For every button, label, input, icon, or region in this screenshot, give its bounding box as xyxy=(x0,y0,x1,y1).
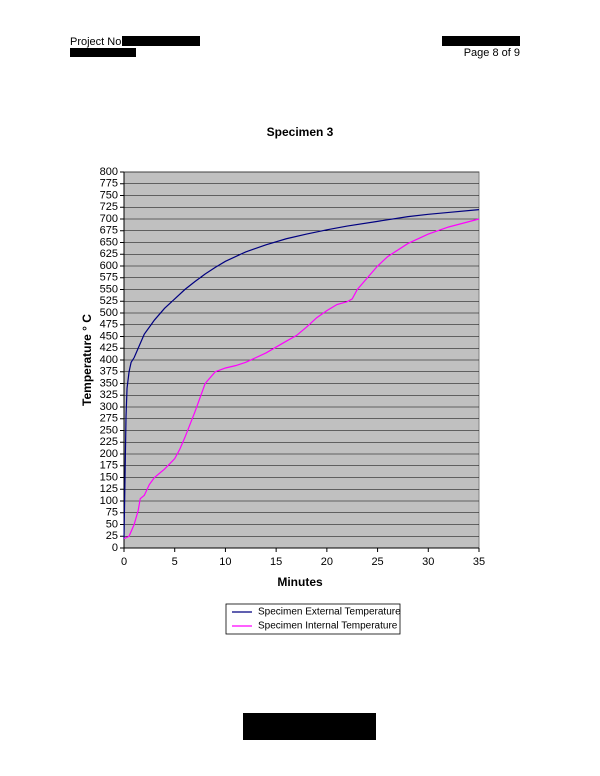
y-tick-label: 50 xyxy=(106,518,118,530)
y-tick-label: 125 xyxy=(100,483,118,495)
x-tick-label: 20 xyxy=(321,556,333,568)
legend-box xyxy=(225,603,401,635)
y-tick-label: 225 xyxy=(100,436,118,448)
y-tick-label: 250 xyxy=(100,424,118,436)
y-tick-label: 175 xyxy=(100,460,118,472)
x-tick-label: 5 xyxy=(172,556,178,568)
x-tick-label: 25 xyxy=(371,556,383,568)
y-tick-label: 200 xyxy=(100,448,118,460)
x-tick-label: 0 xyxy=(121,556,127,568)
y-tick-label: 725 xyxy=(100,201,118,213)
y-tick-label: 0 xyxy=(112,542,118,554)
page-number: Page 8 of 9 xyxy=(464,47,520,59)
y-tick-label: 450 xyxy=(100,330,118,342)
y-tick-label: 625 xyxy=(100,248,118,260)
y-axis-label: Temperature ° C xyxy=(80,314,94,406)
y-tick-label: 75 xyxy=(106,507,118,519)
y-tick-label: 275 xyxy=(100,413,118,425)
y-tick-label: 150 xyxy=(100,471,118,483)
redaction xyxy=(243,713,376,740)
series-line xyxy=(123,209,480,539)
y-tick-label: 700 xyxy=(100,213,118,225)
y-tick-label: 475 xyxy=(100,319,118,331)
y-tick-label: 400 xyxy=(100,354,118,366)
legend-label: Specimen Internal Temperature xyxy=(258,621,398,632)
legend-label: Specimen External Temperature xyxy=(258,607,401,618)
x-tick-label: 10 xyxy=(219,556,231,568)
y-tick-label: 525 xyxy=(100,295,118,307)
y-tick-label: 650 xyxy=(100,236,118,248)
y-tick-label: 25 xyxy=(106,530,118,542)
y-tick-label: 550 xyxy=(100,283,118,295)
y-tick-label: 575 xyxy=(100,272,118,284)
x-tick-label: 15 xyxy=(270,556,282,568)
series-line xyxy=(123,218,480,540)
project-label: Project No. xyxy=(70,36,124,48)
y-tick-label: 675 xyxy=(100,225,118,237)
y-tick-label: 800 xyxy=(100,166,118,178)
x-tick-label: 30 xyxy=(422,556,434,568)
redaction xyxy=(70,48,136,57)
y-tick-label: 300 xyxy=(100,401,118,413)
y-tick-label: 500 xyxy=(100,307,118,319)
x-tick-label: 35 xyxy=(473,556,485,568)
x-axis-label: Minutes xyxy=(277,575,323,589)
y-tick-label: 600 xyxy=(100,260,118,272)
chart-title: Specimen 3 xyxy=(267,125,334,139)
y-tick-label: 775 xyxy=(100,178,118,190)
y-tick-label: 325 xyxy=(100,389,118,401)
y-tick-label: 100 xyxy=(100,495,118,507)
redaction xyxy=(122,36,200,46)
y-tick-label: 350 xyxy=(100,377,118,389)
y-tick-label: 750 xyxy=(100,189,118,201)
y-tick-label: 425 xyxy=(100,342,118,354)
y-tick-label: 375 xyxy=(100,366,118,378)
redaction xyxy=(442,36,520,46)
